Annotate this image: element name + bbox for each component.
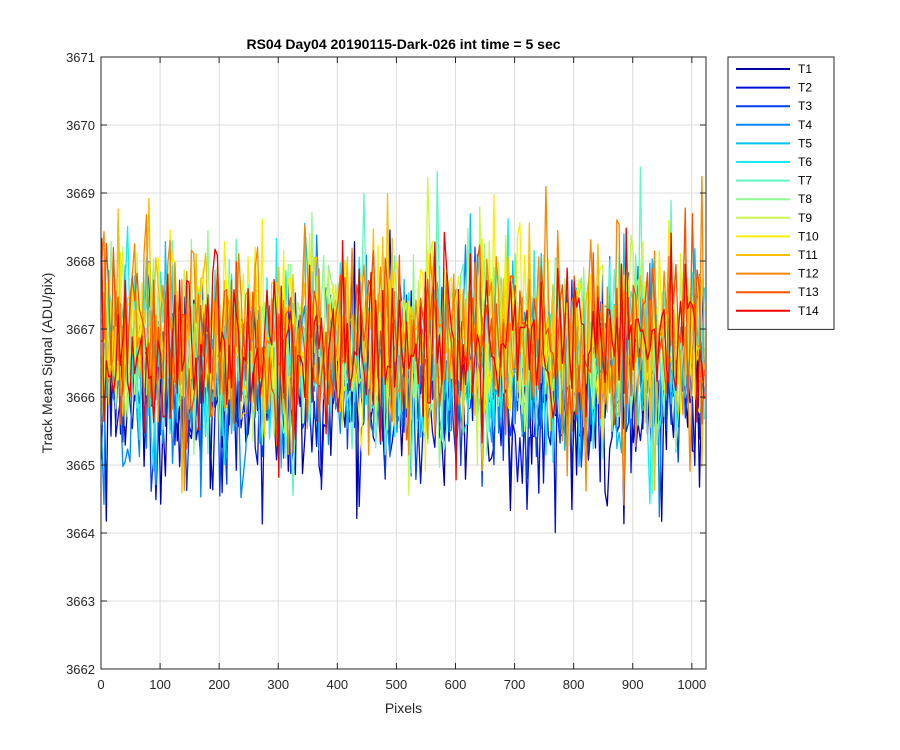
legend-label-t1: T1 bbox=[798, 62, 812, 76]
legend-label-t6: T6 bbox=[798, 155, 812, 169]
legend-box bbox=[727, 56, 835, 330]
legend-label-t11: T11 bbox=[798, 248, 818, 262]
legend-label-t7: T7 bbox=[798, 174, 812, 188]
x-tick-label: 800 bbox=[563, 677, 585, 692]
legend-label-t8: T8 bbox=[798, 192, 812, 206]
legend-label-t3: T3 bbox=[798, 99, 812, 113]
series-layer bbox=[100, 166, 705, 534]
plot-frame bbox=[100, 56, 707, 670]
legend-label-t12: T12 bbox=[798, 267, 819, 281]
legend-label-t5: T5 bbox=[798, 136, 812, 150]
y-tick-label: 3669 bbox=[66, 186, 95, 201]
x-tick-label: 100 bbox=[149, 677, 171, 692]
y-tick-label: 3667 bbox=[66, 322, 95, 337]
x-tick-label: 500 bbox=[386, 677, 408, 692]
x-tick-label: 1000 bbox=[677, 677, 706, 692]
y-tick-label: 3671 bbox=[66, 50, 95, 65]
y-tick-label: 3666 bbox=[66, 390, 95, 405]
x-ticks: 0 100 200 300 400 500 600 700 800 900 1000 bbox=[97, 57, 706, 692]
series-line-t14 bbox=[100, 227, 705, 481]
legend-label-t10: T10 bbox=[798, 229, 819, 243]
legend-label-t14: T14 bbox=[798, 304, 819, 318]
x-tick-label: 400 bbox=[326, 677, 348, 692]
series-line-t10 bbox=[100, 194, 705, 472]
series-line-t13 bbox=[101, 207, 705, 453]
chart-title: RS04 Day04 20190115-Dark-026 int time = … bbox=[246, 36, 560, 52]
y-tick-label: 3664 bbox=[66, 526, 95, 541]
legend: T1 T2 T3 T4 T5 T6 T7 T8 T9 T10 T11 T12 T13 T14 bbox=[727, 56, 835, 330]
x-tick-label: 700 bbox=[504, 677, 526, 692]
y-tick-label: 3668 bbox=[66, 254, 95, 269]
x-tick-label: 600 bbox=[445, 677, 467, 692]
legend-label-t4: T4 bbox=[798, 118, 812, 132]
y-tick-label: 3663 bbox=[66, 594, 95, 609]
legend-label-t2: T2 bbox=[798, 81, 812, 95]
y-ticks: 3662 3663 3664 3665 3666 3667 3668 3669 3670 3671 bbox=[66, 50, 706, 677]
y-tick-label: 3670 bbox=[66, 118, 95, 133]
x-tick-label: 900 bbox=[622, 677, 644, 692]
x-tick-label: 200 bbox=[208, 677, 230, 692]
y-tick-label: 3665 bbox=[66, 458, 95, 473]
y-axis-label: Track Mean Signal (ADU/pix) bbox=[39, 273, 55, 454]
x-tick-label: 300 bbox=[267, 677, 289, 692]
legend-label-t13: T13 bbox=[798, 285, 819, 299]
x-tick-label: 0 bbox=[97, 677, 104, 692]
x-axis-label: Pixels bbox=[385, 700, 422, 716]
legend-label-t9: T9 bbox=[798, 211, 812, 225]
y-tick-label: 3662 bbox=[66, 662, 95, 677]
